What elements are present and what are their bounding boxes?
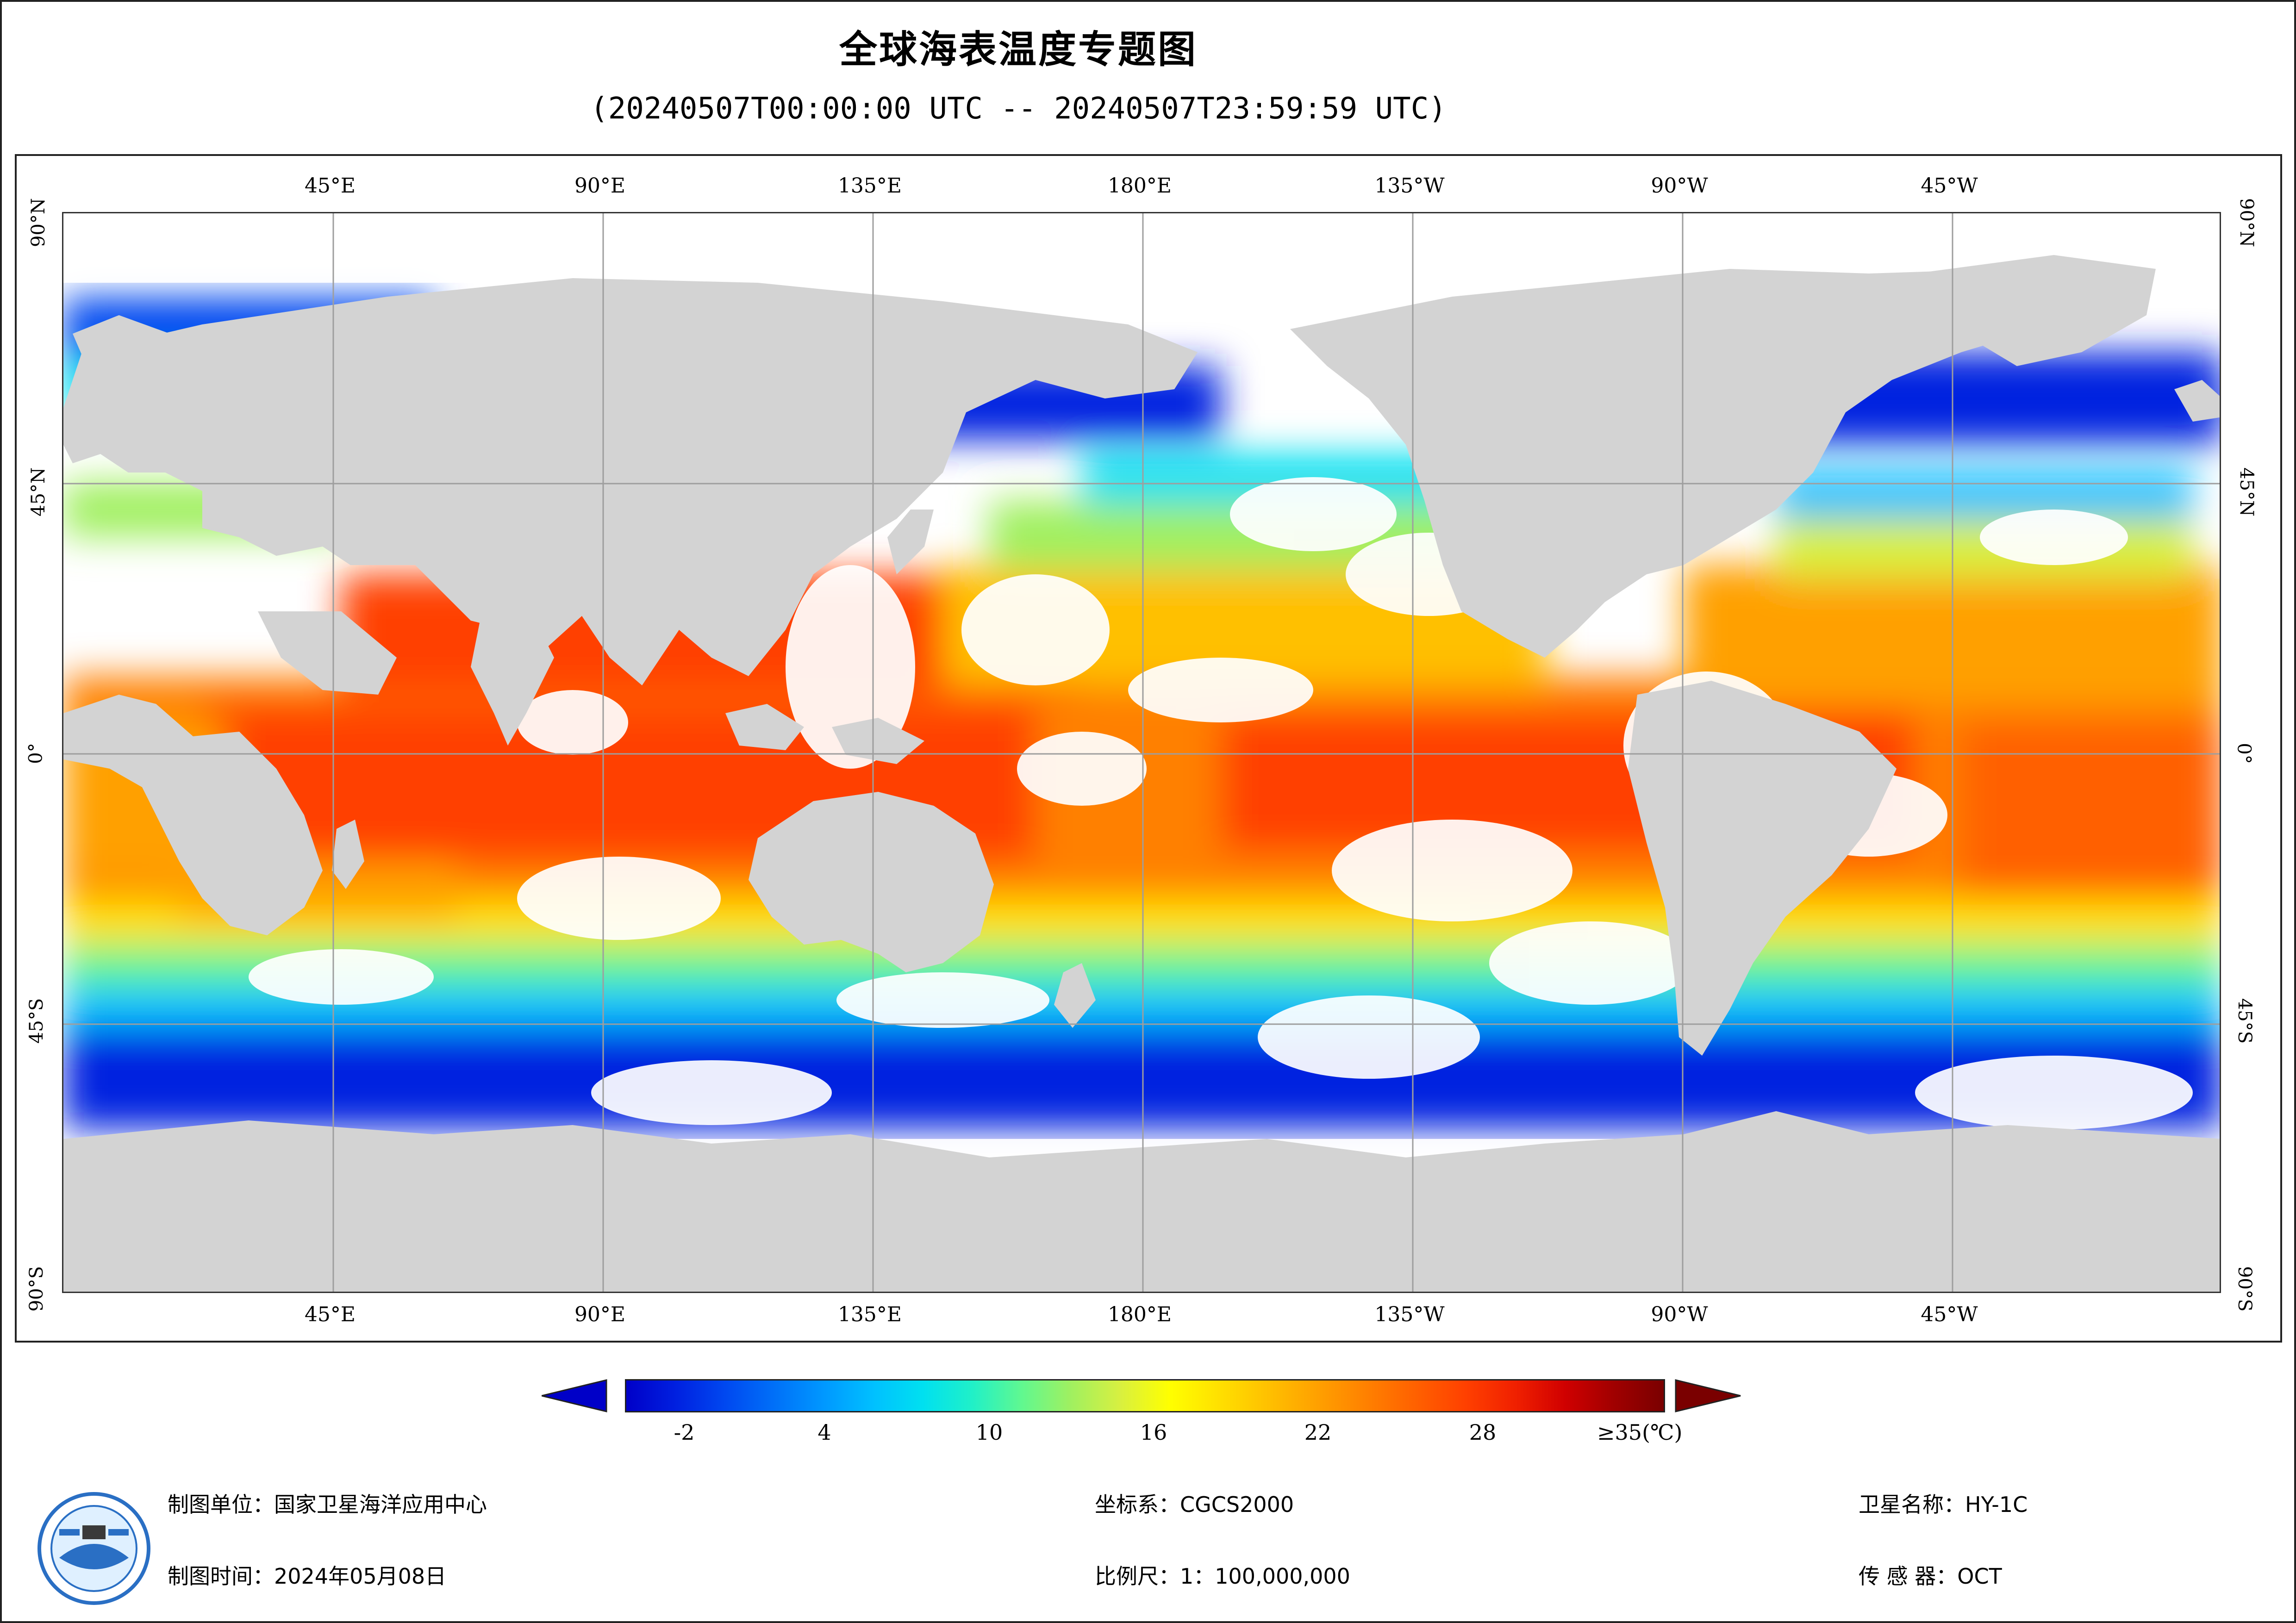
lat-label-left-0: 0° [25, 743, 47, 764]
legend-color-bar [625, 1379, 1665, 1412]
production-date-label: 制图时间：2024年05月08日 [168, 1564, 447, 1589]
lat-label-right-0: 0° [2233, 743, 2255, 764]
lat-label-left-90s: 90°S [26, 1266, 48, 1312]
lat-label-right-90s: 90°S [2234, 1266, 2256, 1312]
satellite-label: 卫星名称：HY-1C [1859, 1492, 2028, 1517]
lon-label-bottom-90e: 90°E [574, 1303, 626, 1326]
lat-label-left-45n: 45°N [27, 467, 49, 516]
sensor-label: 传 感 器：OCT [1859, 1564, 2002, 1589]
producer-label: 制图单位：国家卫星海洋应用中心 [168, 1492, 487, 1517]
map-title: 全球海表温度专题图 [839, 28, 1198, 72]
scale-label: 比例尺：1：100,000,000 [1095, 1564, 1350, 1589]
lon-label-top-180e: 180°E [1107, 174, 1172, 198]
legend-tick-4: 4 [817, 1420, 831, 1445]
lon-label-bottom-45e: 45°E [304, 1303, 356, 1326]
legend-tick-28: 28 [1469, 1420, 1497, 1445]
map-time-range: (20240507T00:00:00 UTC -- 20240507T23:59… [590, 92, 1447, 126]
map-frame [15, 154, 2282, 1343]
lon-label-top-90e: 90°E [574, 174, 626, 198]
lat-label-right-90n: 90°N [2235, 198, 2257, 247]
lat-label-left-90n: 90°N [27, 198, 49, 247]
color-legend: -2 4 10 16 22 28 ≥35(℃) [542, 1370, 1745, 1445]
legend-max-label: ≥35(℃) [1597, 1420, 1683, 1445]
legend-max-arrow [1675, 1379, 1741, 1412]
lon-label-top-135w: 135°W [1374, 174, 1445, 198]
legend-tick-16: 16 [1140, 1420, 1167, 1445]
lon-label-bottom-90w: 90°W [1651, 1303, 1708, 1326]
graticule [63, 213, 2220, 1292]
lon-label-top-90w: 90°W [1651, 174, 1708, 198]
legend-arrows [542, 1379, 1741, 1412]
lon-label-top-45w: 45°W [1921, 174, 1978, 198]
crs-label: 坐标系：CGCS2000 [1095, 1492, 1294, 1517]
lat-label-left-45s: 45°S [26, 998, 48, 1044]
legend-tick-10: 10 [975, 1420, 1003, 1445]
lon-label-bottom-135w: 135°W [1374, 1303, 1445, 1326]
sst-map-graphic [63, 213, 2220, 1292]
logo-graphic [37, 1492, 150, 1605]
lon-label-bottom-45w: 45°W [1921, 1303, 1978, 1326]
legend-tick-22: 22 [1304, 1420, 1332, 1445]
legend-tick-neg2: -2 [674, 1420, 695, 1445]
lon-label-bottom-180e: 180°E [1107, 1303, 1172, 1326]
sst-map [62, 212, 2221, 1293]
lon-label-top-135e: 135°E [837, 174, 902, 198]
legend-min-arrow [542, 1379, 607, 1412]
lat-label-right-45s: 45°S [2234, 998, 2256, 1044]
lat-label-right-45n: 45°N [2235, 467, 2257, 516]
lon-label-top-45e: 45°E [304, 174, 356, 198]
lon-label-bottom-135e: 135°E [837, 1303, 902, 1326]
nsoas-logo [31, 1488, 156, 1609]
